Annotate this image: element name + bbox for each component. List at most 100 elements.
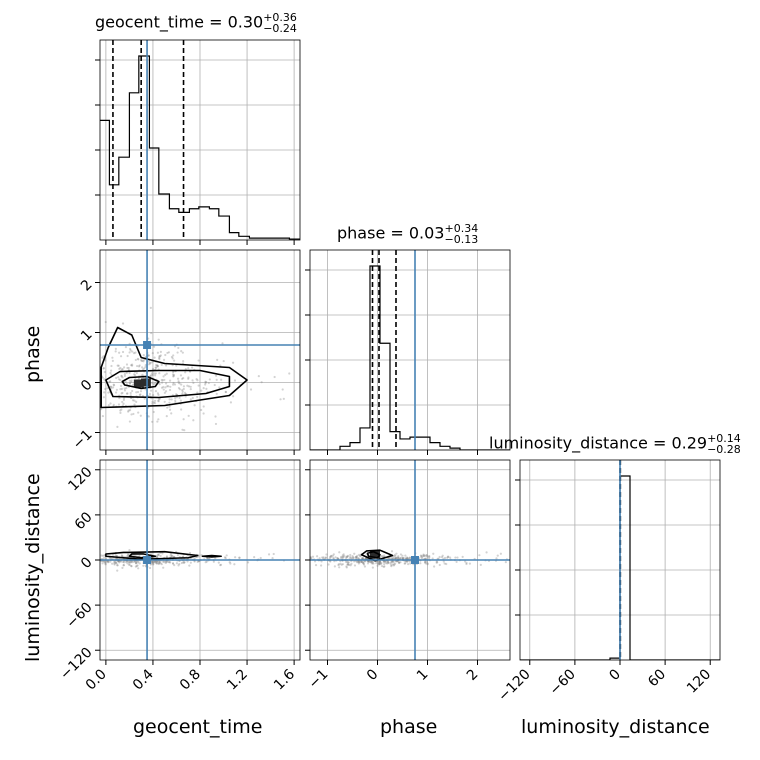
scatter-point [151, 400, 154, 403]
scatter-point [104, 359, 107, 362]
scatter-point [109, 371, 112, 375]
scatter-point [152, 563, 155, 566]
scatter-point [267, 553, 271, 556]
scatter-point [409, 562, 412, 565]
scatter-point [371, 566, 374, 569]
scatter-point [101, 562, 104, 565]
scatter-point [164, 386, 167, 389]
scatter-point [74, 385, 76, 387]
scatter-point [89, 557, 91, 559]
scatter-point [196, 560, 199, 563]
scatter-point [217, 561, 220, 564]
scatter-point [100, 408, 103, 411]
scatter-point [96, 562, 98, 564]
scatter-point [130, 564, 133, 568]
scatter-point [124, 380, 127, 383]
scatter-point [325, 553, 328, 556]
scatter-point [321, 556, 324, 559]
scatter-point [403, 562, 406, 565]
scatter-point [113, 562, 116, 565]
scatter-point [124, 346, 128, 349]
scatter-point [174, 399, 177, 402]
scatter-point [91, 375, 93, 377]
scatter-point [101, 356, 104, 359]
y-tick-label: 0 [78, 377, 96, 395]
scatter-point [122, 564, 125, 567]
scatter-point [118, 378, 121, 381]
scatter-point [122, 563, 125, 567]
scatter-point [219, 564, 222, 567]
scatter-point [420, 554, 423, 558]
scatter-point [339, 555, 343, 559]
scatter-point [346, 555, 349, 558]
scatter-point [221, 342, 224, 345]
scatter-point [154, 390, 158, 393]
scatter-point [419, 554, 423, 557]
scatter-point [180, 349, 183, 353]
scatter-point [408, 560, 411, 563]
scatter-point [132, 352, 136, 355]
scatter-point [250, 557, 252, 559]
scatter-point [400, 556, 403, 559]
scatter-point [360, 560, 363, 564]
scatter-point [171, 562, 175, 565]
scatter-point [192, 419, 195, 422]
scatter-point [159, 350, 162, 353]
scatter-point [347, 561, 350, 564]
scatter-point [324, 556, 327, 560]
scatter-point [125, 392, 129, 395]
scatter-point [134, 562, 138, 565]
x-tick-label: 0 [364, 666, 382, 684]
scatter-point [92, 560, 94, 562]
scatter-point [181, 351, 184, 354]
scatter-point [116, 364, 119, 367]
scatter-point [399, 553, 403, 556]
scatter-point [347, 561, 350, 564]
scatter-point [155, 560, 158, 563]
scatter-point [438, 555, 441, 559]
scatter-point [351, 554, 354, 558]
scatter-point [231, 361, 235, 364]
scatter-point [407, 562, 410, 566]
scatter-point [102, 355, 105, 358]
scatter-point [182, 387, 185, 391]
scatter-point [177, 386, 181, 390]
scatter-point [152, 393, 155, 397]
scatter-point [408, 556, 412, 559]
scatter-point [383, 562, 386, 566]
scatter-point [58, 560, 60, 562]
scatter-point [391, 560, 394, 563]
scatter-point [47, 558, 49, 560]
scatter-point [338, 551, 341, 554]
scatter-point [357, 560, 360, 563]
scatter-point [164, 353, 167, 357]
scatter-point [130, 380, 133, 383]
scatter-point [130, 560, 133, 563]
scatter-point [182, 561, 186, 564]
scatter-point [205, 387, 208, 391]
scatter-point [322, 557, 325, 560]
scatter-point [390, 565, 393, 568]
scatter-point [390, 561, 393, 564]
scatter-point [112, 383, 115, 386]
scatter-point [333, 565, 336, 568]
scatter-point [121, 350, 125, 354]
scatter-point [379, 560, 382, 564]
scatter-point [285, 553, 287, 555]
scatter-point [344, 556, 348, 560]
scatter-point [136, 564, 139, 567]
scatter-point [110, 369, 113, 372]
density-cell [370, 550, 380, 559]
scatter-point [128, 420, 131, 423]
scatter-point [366, 562, 370, 565]
scatter-point [138, 364, 141, 367]
scatter-point [259, 556, 262, 560]
scatter-point [406, 560, 409, 563]
scatter-point [310, 556, 312, 560]
scatter-point [49, 371, 51, 373]
title-luminosity-distance: luminosity_distance = 0.29 +0.14 −0.28 [489, 432, 741, 456]
scatter-point [137, 567, 140, 570]
scatter-point [157, 418, 160, 421]
scatter-point [75, 553, 77, 555]
scatter-point [12, 557, 14, 559]
